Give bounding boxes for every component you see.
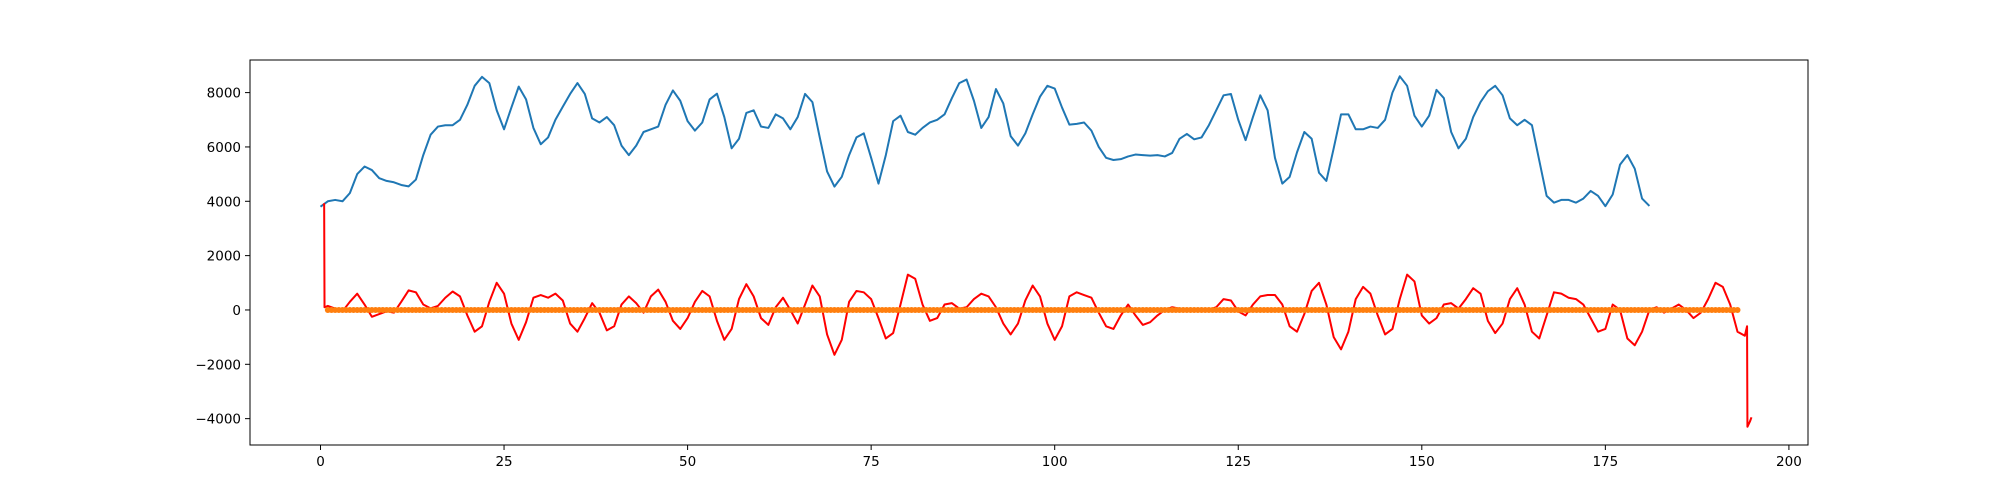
x-tick-label: 150 <box>1409 454 1435 470</box>
y-tick-label: −4000 <box>195 412 241 428</box>
series-0-line <box>319 75 1651 208</box>
x-tick-label: 25 <box>495 454 512 470</box>
y-tick-label: 4000 <box>207 194 241 210</box>
y-tick-label: 0 <box>232 303 241 319</box>
y-tick-label: 8000 <box>207 86 241 102</box>
x-tick-label: 125 <box>1225 454 1251 470</box>
y-tick-label: −2000 <box>195 357 241 373</box>
x-tick-label: 75 <box>863 454 880 470</box>
x-tick-label: 100 <box>1042 454 1068 470</box>
y-tick-label: 6000 <box>207 140 241 156</box>
x-tick-label: 175 <box>1592 454 1618 470</box>
x-axis: 0 25 50 75 100 125 150 175 200 <box>316 445 1802 470</box>
y-axis: −4000 −2000 0 2000 4000 6000 8000 <box>195 86 250 428</box>
x-tick-label: 200 <box>1776 454 1802 470</box>
plot-area <box>319 75 1753 428</box>
x-tick-label: 0 <box>316 454 325 470</box>
series-2-markers <box>324 306 1741 313</box>
series-1-line <box>322 203 1753 428</box>
x-tick-label: 50 <box>679 454 696 470</box>
axes-frame <box>249 59 1809 446</box>
y-tick-label: 2000 <box>207 249 241 265</box>
series-2-point <box>1734 306 1741 313</box>
